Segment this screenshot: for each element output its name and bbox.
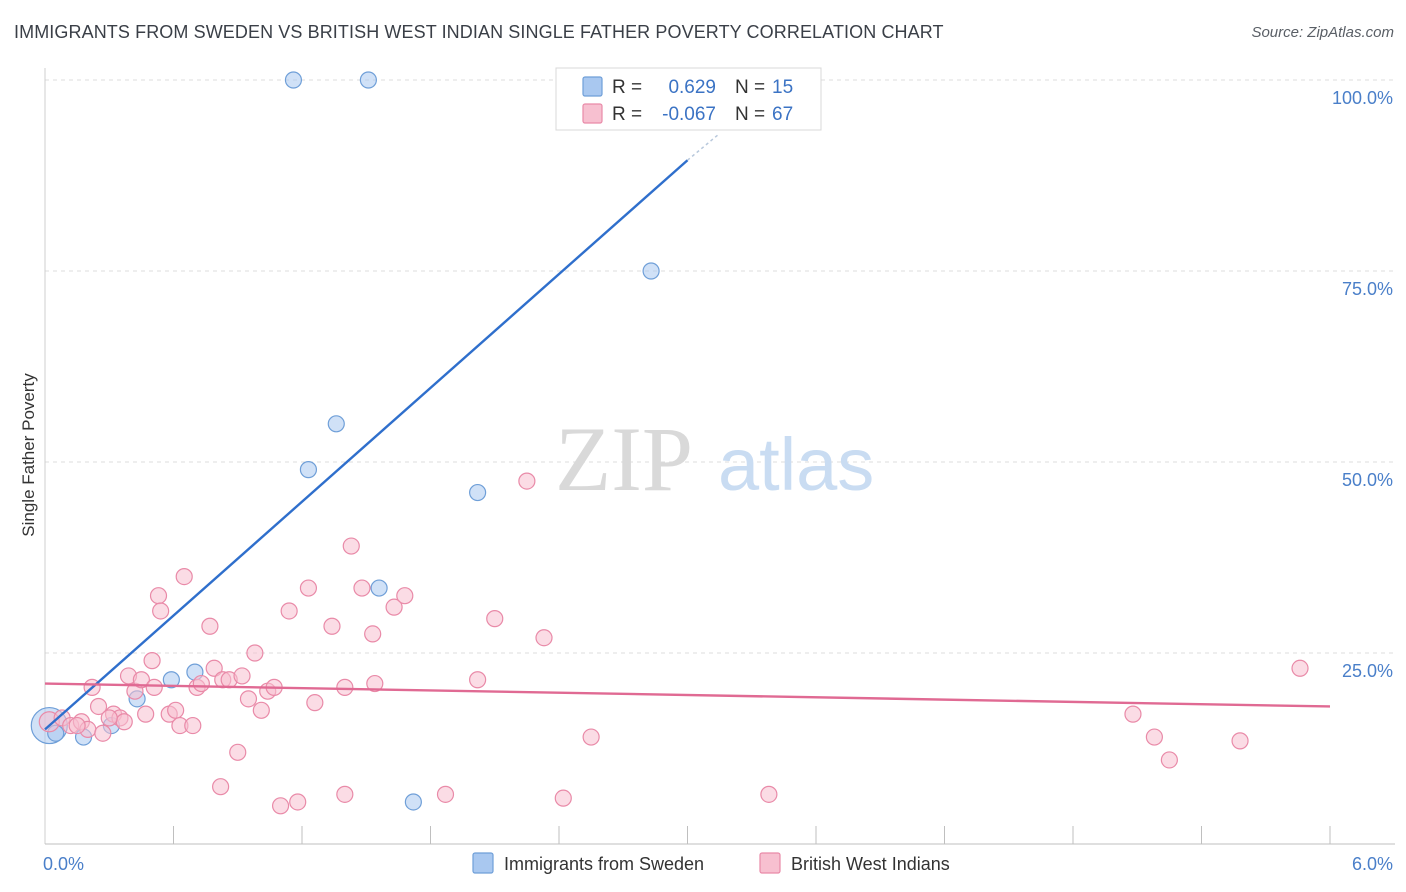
bwi-point <box>1145 728 1163 746</box>
bwi-point <box>149 587 168 605</box>
legend-r-label: R = <box>612 77 642 98</box>
legend-n-value: 67 <box>772 104 793 125</box>
sweden-point <box>162 671 180 689</box>
bwi-point <box>366 674 384 693</box>
bwi-point <box>396 587 414 605</box>
tick-labels: 25.0% 50.0% 75.0% 100.0% 0.0% 6.0% <box>43 88 1393 874</box>
legend-r-value: 0.629 <box>668 77 716 98</box>
bwi-point <box>760 785 778 803</box>
legend-swatch <box>582 103 603 124</box>
bwi-point <box>535 629 553 647</box>
bwi-point <box>212 778 230 796</box>
y-tick-label: 50.0% <box>1342 470 1393 490</box>
watermark-zip: ZIP <box>555 408 693 510</box>
bwi-point <box>192 674 210 693</box>
bwi-point <box>1231 732 1249 750</box>
y-axis-label: Single Father Poverty <box>19 373 38 537</box>
bwi-point <box>184 716 202 735</box>
bwi-point <box>1124 705 1142 723</box>
bottom-legend-label: British West Indians <box>791 854 950 874</box>
bwi-point <box>143 652 161 670</box>
bwi-point <box>246 644 264 662</box>
source-credit: Source: ZipAtlas.com <box>1251 24 1394 41</box>
legend-n-label: N = <box>735 104 765 125</box>
sweden-point <box>370 579 388 597</box>
bwi-point <box>252 701 270 719</box>
data-points <box>30 71 1309 815</box>
bwi-point <box>137 705 155 723</box>
bwi-point <box>554 789 572 807</box>
sweden-point <box>327 415 345 433</box>
legend: R = 0.629 N = 15 R = -0.067 N = 67 <box>555 67 822 131</box>
y-tick-label: 100.0% <box>1332 88 1393 108</box>
bwi-point <box>271 797 290 815</box>
legend-swatch <box>582 76 603 97</box>
bwi-point <box>469 671 487 689</box>
axes <box>44 68 1395 845</box>
bwi-point <box>115 713 133 731</box>
sweden-point <box>359 71 377 89</box>
bwi-point <box>518 472 536 490</box>
sweden-point <box>284 71 303 89</box>
bwi-point <box>167 701 185 719</box>
sweden-trend-extension <box>687 132 721 161</box>
bwi-point <box>353 579 371 597</box>
bwi-point <box>100 709 118 727</box>
bwi-point <box>306 694 324 712</box>
bwi-point <box>436 785 455 803</box>
watermark: ZIP atlas <box>555 408 874 510</box>
bottom-legend: Immigrants from Sweden British West India… <box>472 852 950 874</box>
bwi-point <box>152 602 170 620</box>
sweden-point <box>642 262 660 280</box>
bwi-point <box>89 697 108 716</box>
bwi-point <box>582 728 600 746</box>
sweden-point <box>404 793 422 811</box>
legend-r-value: -0.067 <box>662 104 716 125</box>
bwi-point <box>323 617 341 635</box>
bwi-point <box>205 659 223 677</box>
bwi-point <box>229 743 247 761</box>
bwi-point <box>175 567 193 586</box>
bwi-point <box>342 537 360 555</box>
bwi-point <box>385 598 403 616</box>
bwi-point <box>280 602 298 620</box>
bwi-point <box>289 793 307 811</box>
bwi-point <box>299 579 318 597</box>
bwi-trend-line <box>44 682 1331 708</box>
chart-title: IMMIGRANTS FROM SWEDEN VS BRITISH WEST I… <box>14 22 944 42</box>
bwi-point <box>364 625 382 643</box>
legend-r-label: R = <box>612 104 642 125</box>
sweden-point <box>299 461 318 479</box>
sweden-trend-line <box>44 159 689 731</box>
bottom-legend-label: Immigrants from Sweden <box>504 854 704 874</box>
bwi-point <box>486 610 504 628</box>
bwi-point <box>68 716 86 735</box>
bottom-legend-swatch <box>759 852 781 874</box>
bwi-point <box>94 724 112 742</box>
x-tick-label: 0.0% <box>43 854 84 874</box>
trend-lines <box>44 132 1331 731</box>
sweden-point <box>469 483 487 502</box>
bwi-point <box>145 678 163 696</box>
bwi-point <box>239 690 258 708</box>
x-tick-label: 6.0% <box>1352 854 1393 874</box>
bwi-point <box>1291 659 1309 677</box>
legend-n-value: 15 <box>772 77 793 98</box>
grid <box>45 79 1395 654</box>
y-tick-label: 25.0% <box>1342 661 1393 681</box>
watermark-atlas: atlas <box>718 423 874 506</box>
legend-n-label: N = <box>735 77 765 98</box>
bwi-point <box>336 785 354 803</box>
y-tick-label: 75.0% <box>1342 279 1393 299</box>
bwi-point <box>201 617 219 635</box>
bwi-point <box>233 667 251 685</box>
bwi-point <box>1160 751 1178 769</box>
bwi-point <box>132 671 150 689</box>
bottom-legend-swatch <box>472 852 494 874</box>
bwi-point <box>336 678 354 696</box>
